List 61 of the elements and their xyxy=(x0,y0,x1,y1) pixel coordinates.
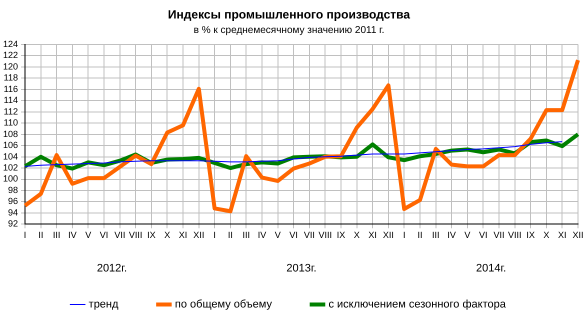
x-tick-label: III xyxy=(242,230,250,240)
y-tick-label: 94 xyxy=(8,207,18,218)
x-tick-label: VIII xyxy=(318,230,332,240)
y-tick-label: 92 xyxy=(8,218,18,229)
x-tick-label: IX xyxy=(147,230,156,240)
y-tick-label: 110 xyxy=(4,118,18,128)
x-tick-label: XI xyxy=(558,230,566,240)
x-tick-label: VII xyxy=(304,230,315,240)
y-tick-label: 102 xyxy=(2,162,18,172)
y-tick-label: 96 xyxy=(8,196,18,206)
x-tick-label: X xyxy=(354,230,360,240)
x-tick-label: XII xyxy=(572,230,584,240)
chart-subtitle: в % к среднемесячному значению 2011 г. xyxy=(194,25,384,36)
y-tick-label: 118 xyxy=(4,72,18,83)
y-tick-label: 120 xyxy=(2,61,18,72)
x-tick-label: IV xyxy=(447,230,456,240)
y-tick-label: 122 xyxy=(2,50,18,60)
y-tick-label: 116 xyxy=(4,84,18,94)
x-tick-label: VI xyxy=(478,230,488,240)
text: 2013г. xyxy=(286,262,317,275)
x-tick-label: X xyxy=(543,230,550,240)
legend-label: с исключением сезонного фактора xyxy=(328,298,507,311)
x-tick-label: II xyxy=(38,230,44,240)
y-tick-label: 112 xyxy=(4,106,18,116)
x-tick-label: VI xyxy=(289,230,298,240)
x-tick-label: XI xyxy=(368,230,377,240)
x-tick-label: X xyxy=(164,230,170,240)
x-tick-label: III xyxy=(52,230,60,240)
legend-label: тренд xyxy=(88,298,119,311)
x-tick-label: V xyxy=(464,230,470,240)
x-tick-label: XII xyxy=(193,230,204,240)
y-tick-label: 100 xyxy=(2,174,18,184)
y-tick-label: 98 xyxy=(8,184,18,195)
x-tick-label: III xyxy=(432,230,440,240)
x-tick-label: V xyxy=(85,230,92,240)
x-tick-label: VIII xyxy=(128,230,142,240)
y-tick-label: 124 xyxy=(2,38,18,49)
chart-title: Индексы промышленного производства xyxy=(168,8,410,22)
x-tick-label: V xyxy=(274,230,281,240)
x-tick-label: VI xyxy=(100,230,108,240)
x-tick-label: VII xyxy=(493,230,505,240)
x-tick-label: II xyxy=(228,230,233,240)
y-tick-label: 114 xyxy=(4,95,18,106)
x-tick-label: IX xyxy=(526,230,535,240)
text: 2012г. xyxy=(96,262,128,275)
x-tick-label: I xyxy=(213,230,216,240)
y-tick-label: 104 xyxy=(2,151,18,162)
x-tick-label: IV xyxy=(68,230,77,240)
x-tick-label: VII xyxy=(114,230,126,240)
y-tick-label: 106 xyxy=(2,140,18,150)
legend-label: по общему объему xyxy=(174,298,272,311)
x-tick-label: I xyxy=(402,230,406,240)
x-tick-label: I xyxy=(24,230,26,240)
x-tick-label: II xyxy=(417,230,423,240)
y-tick-label: 108 xyxy=(2,128,18,139)
x-tick-label: VIII xyxy=(508,230,522,240)
text: 2014г. xyxy=(476,262,506,275)
x-tick-label: IV xyxy=(258,230,266,240)
x-tick-label: XI xyxy=(178,230,188,240)
x-tick-label: XII xyxy=(382,230,394,240)
x-tick-label: IX xyxy=(336,230,346,240)
